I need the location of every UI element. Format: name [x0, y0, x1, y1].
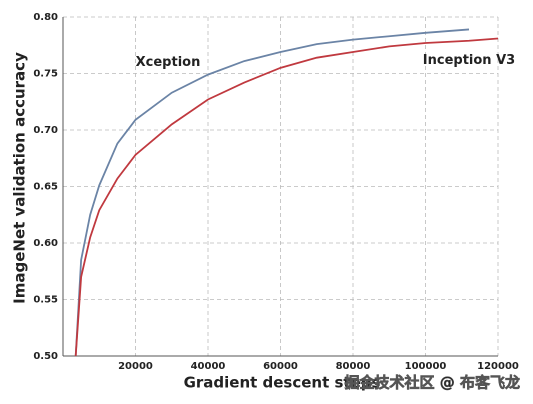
x-tick-label: 100000: [405, 361, 447, 372]
x-tick-label: 60000: [263, 361, 298, 372]
y-tick-label: 0.80: [33, 12, 58, 23]
y-tick-label: 0.60: [33, 238, 58, 249]
y-tick-label: 0.75: [33, 69, 58, 80]
x-tick-label: 20000: [118, 361, 153, 372]
y-tick-label: 0.65: [33, 182, 58, 193]
x-tick-label: 40000: [191, 361, 226, 372]
x-axis-label: Gradient descent steps: [184, 374, 381, 392]
series-label: Inception V3: [423, 53, 515, 68]
y-axis-label: ImageNet validation accuracy: [11, 52, 29, 304]
series-label: Xception: [136, 55, 201, 70]
y-tick-label: 0.55: [33, 295, 58, 306]
watermark: 掘金技术社区 @ 布客飞龙: [345, 374, 520, 392]
y-tick-label: 0.50: [33, 351, 58, 362]
series-line: [74, 37, 499, 357]
x-tick-label: 120000: [477, 361, 519, 372]
series-line: [74, 28, 470, 357]
x-tick-label: 80000: [336, 361, 371, 372]
y-tick-label: 0.70: [33, 125, 58, 136]
